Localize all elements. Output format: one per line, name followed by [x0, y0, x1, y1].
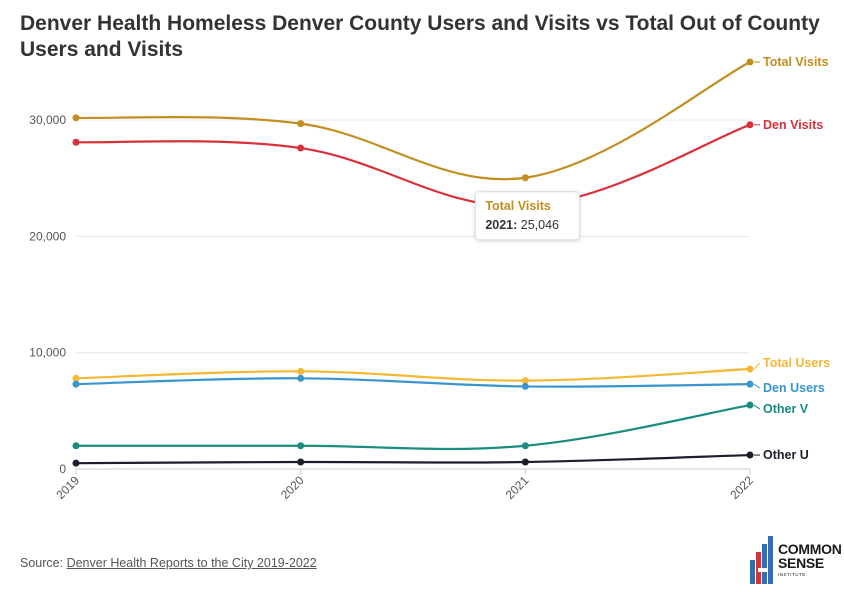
point-den-visits[interactable]	[297, 144, 305, 152]
logo-line-1: COMMON	[778, 541, 842, 557]
point-total-visits[interactable]	[746, 58, 754, 66]
y-tick-label: 10,000	[29, 346, 66, 360]
point-other-u[interactable]	[297, 458, 305, 466]
logo-line-2: SENSE	[778, 555, 824, 571]
series-label-den-visits: Den Visits	[763, 118, 823, 132]
x-tick-label: 2019	[53, 473, 82, 502]
point-other-v[interactable]	[521, 442, 529, 450]
x-tick-label: 2022	[727, 473, 756, 502]
y-tick-label: 20,000	[29, 229, 66, 243]
x-tick-label: 2020	[278, 473, 307, 502]
point-den-users[interactable]	[746, 380, 754, 388]
point-total-users[interactable]	[72, 374, 80, 382]
series-line-other-u	[75, 453, 751, 465]
chart-title: Denver Health Homeless Denver County Use…	[20, 12, 820, 61]
point-den-visits[interactable]	[746, 121, 754, 129]
series-label-den-users: Den Users	[763, 381, 825, 395]
point-total-users[interactable]	[746, 365, 754, 373]
point-den-users[interactable]	[521, 382, 529, 390]
y-tick-label: 0	[59, 462, 66, 476]
series-line-den-users	[75, 377, 751, 388]
point-other-u[interactable]	[72, 459, 80, 467]
source-link[interactable]: Denver Health Reports to the City 2019-2…	[66, 556, 317, 570]
tooltip-value: 2021: 25,046	[485, 218, 559, 232]
point-total-visits[interactable]	[297, 120, 305, 128]
series-label-other-v: Other V	[763, 402, 809, 416]
series-label-total-users: Total Users	[763, 356, 830, 370]
point-total-users[interactable]	[297, 367, 305, 375]
point-other-u[interactable]	[521, 458, 529, 466]
point-other-v[interactable]	[297, 442, 305, 450]
series-line-other-v	[75, 403, 751, 451]
logo-bars-icon	[750, 536, 773, 584]
tooltip-box	[474, 191, 580, 241]
point-total-visits[interactable]	[72, 114, 80, 122]
point-other-u[interactable]	[746, 451, 754, 459]
source-note: Source: Denver Health Reports to the Cit…	[20, 556, 317, 570]
point-other-v[interactable]	[72, 442, 80, 450]
label-connector-other-v	[753, 404, 761, 410]
series-label-total-visits: Total Visits	[763, 55, 829, 69]
point-den-visits[interactable]	[72, 138, 80, 146]
point-total-users[interactable]	[521, 377, 529, 385]
series-line-total-users	[75, 367, 751, 382]
label-connector-total-users	[753, 362, 761, 370]
logo-line-3: INSTITUTE	[778, 572, 806, 577]
label-connector-den-users	[753, 383, 761, 389]
series-label-other-u: Other U	[763, 448, 809, 462]
y-tick-label: 30,000	[29, 113, 66, 127]
point-den-users[interactable]	[72, 380, 80, 388]
source-prefix: Source:	[20, 556, 67, 570]
point-total-visits[interactable]	[521, 174, 529, 182]
x-tick-label: 2021	[503, 473, 532, 502]
point-den-users[interactable]	[297, 374, 305, 382]
tooltip-series-name: Total Visits	[485, 199, 551, 213]
point-other-v[interactable]	[746, 401, 754, 409]
logo-wordmark: COMMON SENSE	[778, 542, 842, 570]
series-line-den-visits	[75, 123, 751, 208]
common-sense-institute-logo: COMMON SENSE INSTITUTE	[748, 532, 844, 588]
series-line-total-visits	[75, 61, 751, 181]
